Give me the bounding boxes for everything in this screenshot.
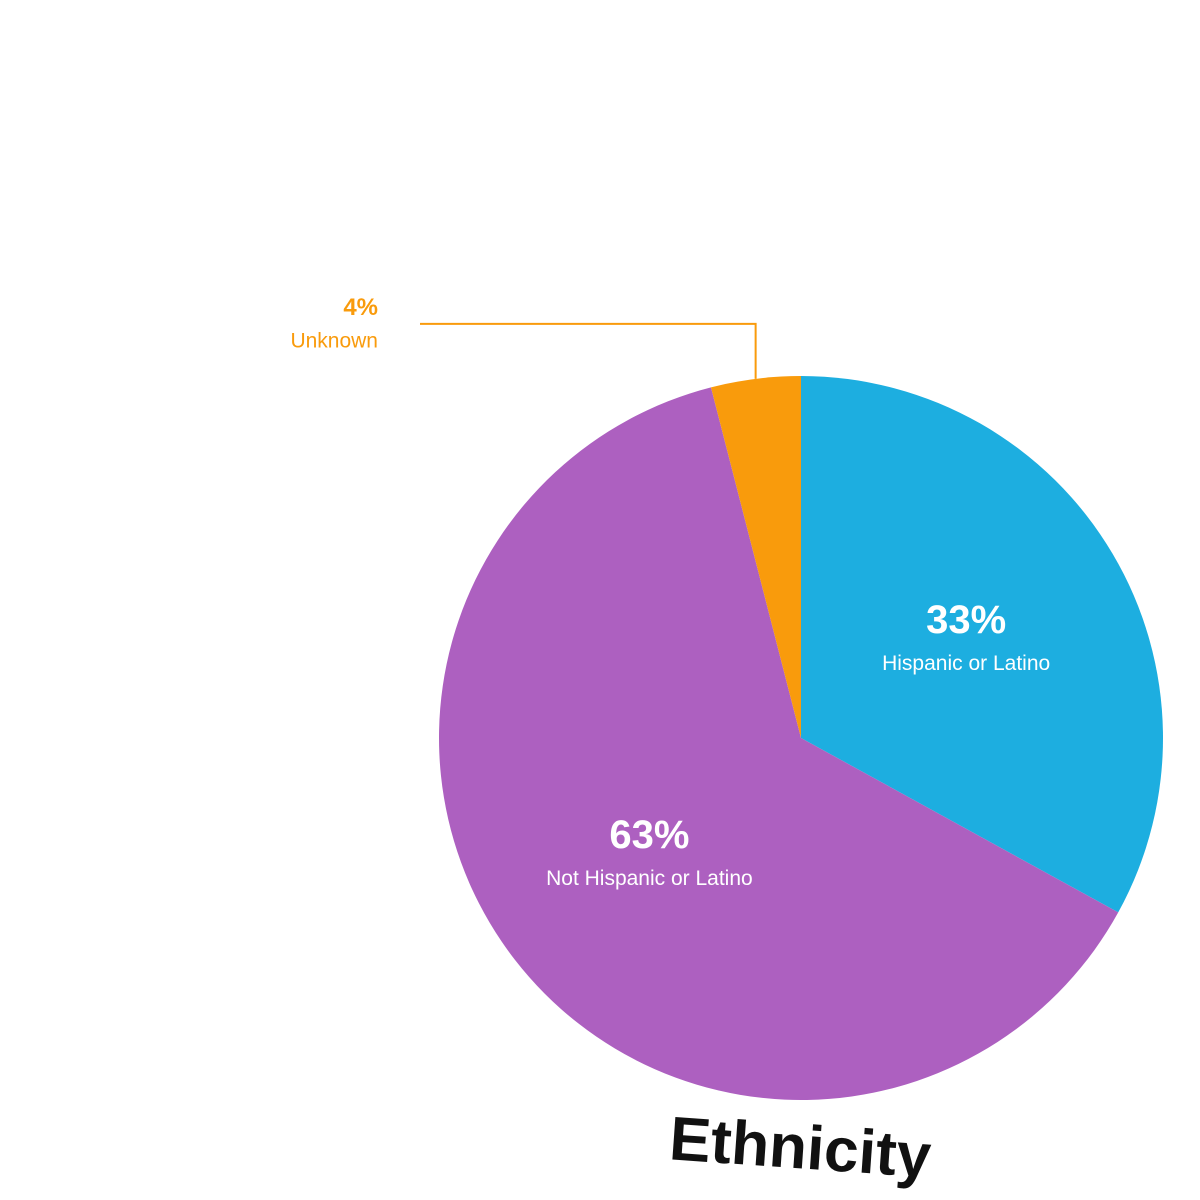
slice-value-label: 63% [609, 813, 689, 857]
slice-value-label: 4% [343, 294, 378, 321]
slice-category-label: Not Hispanic or Latino [546, 867, 753, 890]
pie-slice [710, 376, 801, 738]
slice-category-label: Hispanic or Latino [882, 652, 1050, 675]
chart-title: Ethnicity [667, 1104, 933, 1191]
leader-line [420, 322, 757, 379]
slice-value-label: 33% [926, 598, 1006, 642]
pie-slice [439, 387, 1119, 1100]
pie-slice [801, 376, 1163, 913]
slice-category-label: Unknown [290, 329, 378, 352]
